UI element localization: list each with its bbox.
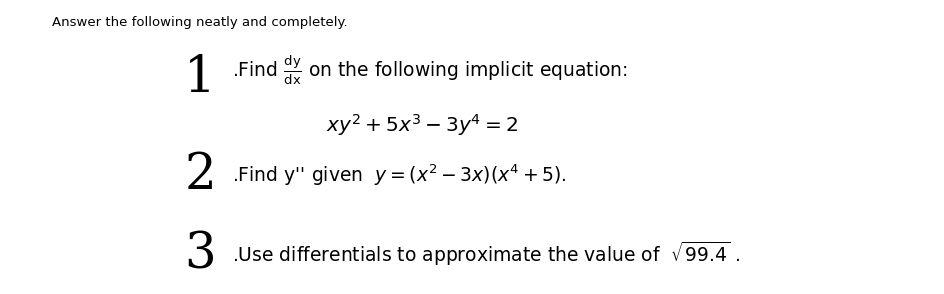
Text: $xy^2 + 5x^3 - 3y^4 = 2$: $xy^2 + 5x^3 - 3y^4 = 2$ — [326, 112, 517, 138]
Text: 2: 2 — [184, 150, 216, 200]
Text: Answer the following neatly and completely.: Answer the following neatly and complete… — [52, 16, 347, 29]
Text: 1: 1 — [184, 53, 216, 103]
Text: .Use differentials to approximate the value of  $\sqrt{99.4}$ .: .Use differentials to approximate the va… — [231, 240, 739, 268]
Text: .Find y'' given  $y = (x^2 - 3x)(x^4 + 5)$.: .Find y'' given $y = (x^2 - 3x)(x^4 + 5)… — [231, 162, 565, 188]
Text: 3: 3 — [184, 230, 216, 279]
Text: .Find $\mathregular{\frac{dy}{dx}}$ on the following implicit equation:: .Find $\mathregular{\frac{dy}{dx}}$ on t… — [231, 54, 627, 87]
